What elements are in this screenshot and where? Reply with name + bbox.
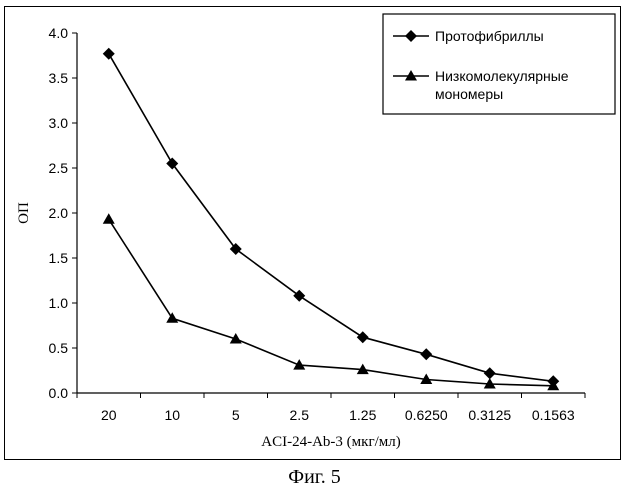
y-tick-label: 1.5	[49, 250, 69, 266]
y-tick-label: 2.5	[49, 160, 69, 176]
figure-caption: Фиг. 5	[0, 466, 629, 489]
x-tick-label: 20	[101, 407, 117, 423]
y-tick-label: 1.0	[49, 295, 69, 311]
diamond-point	[420, 348, 432, 360]
y-tick-label: 3.0	[49, 115, 69, 131]
series-line-2	[109, 219, 554, 385]
diamond-point	[484, 367, 496, 379]
x-tick-label: 10	[164, 407, 180, 423]
legend-label: Низкомолекулярные	[435, 68, 569, 84]
legend-label: мономеры	[435, 86, 503, 102]
diamond-point	[230, 243, 242, 255]
y-tick-label: 0.0	[49, 385, 69, 401]
diamond-point	[357, 331, 369, 343]
y-tick-label: 3.5	[49, 70, 69, 86]
line-chart: 0.0 0.5 1.0 1.5 2.0 2.5 3.0 3.5 4.0 20 10 5 2.5 1.25 0…	[0, 0, 629, 500]
y-axis-title: ОП	[16, 202, 32, 224]
triangle-point	[293, 359, 305, 370]
legend-label: Протофибриллы	[435, 28, 544, 44]
y-tick-label: 0.5	[49, 340, 69, 356]
triangle-point	[103, 213, 115, 224]
diamond-point	[103, 48, 115, 60]
x-tick-label: 1.25	[349, 407, 376, 423]
diamond-point	[293, 290, 305, 302]
x-axis-title: ACI-24-Ab-3 (мкг/мл)	[261, 434, 400, 450]
x-tick-label: 5	[232, 407, 240, 423]
triangle-point	[166, 312, 178, 323]
y-tick-label: 2.0	[49, 205, 69, 221]
x-tick-label: 0.3125	[468, 407, 511, 423]
y-tick-label: 4.0	[49, 25, 69, 41]
x-tick-label: 0.1563	[532, 407, 575, 423]
x-tick-label: 0.6250	[405, 407, 448, 423]
x-tick-label: 2.5	[290, 407, 310, 423]
diamond-point	[166, 158, 178, 170]
